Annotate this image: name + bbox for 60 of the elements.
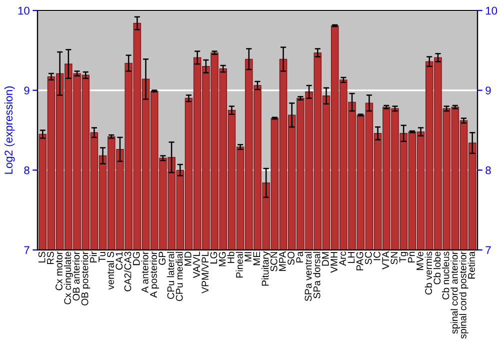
x-tick-label: SPa ventral xyxy=(304,252,312,302)
x-tick-label: CA1 xyxy=(116,252,123,270)
x-tick-label: Cb vermis xyxy=(424,252,432,295)
x-tick-label: DM xyxy=(322,252,329,266)
x-tick-label: LG xyxy=(210,252,218,264)
x-tick-label: A posterior xyxy=(150,251,159,298)
x-tick-label: CPu medial xyxy=(176,252,183,302)
x-tick-label: Pn xyxy=(408,252,415,262)
x-tick-label: MVe xyxy=(416,252,424,270)
x-tick-label: VTA xyxy=(382,251,389,270)
x-tick-label: SC xyxy=(364,252,372,264)
x-tick-label: Pituitary xyxy=(262,251,271,286)
y-tick-label: 10 xyxy=(18,6,30,15)
x-tick-label: Cb lobe xyxy=(433,252,441,284)
x-tick-label: A anterior xyxy=(141,251,148,293)
y2-tick-label: 7 xyxy=(486,246,491,254)
x-tick-label: OB posterior xyxy=(81,251,90,306)
x-tick-label: SN xyxy=(390,252,398,264)
x-tick-label: CA2/CA3 xyxy=(124,252,132,292)
x-tick-label: SO xyxy=(288,252,294,265)
x-tick-label: Tg xyxy=(399,252,408,262)
x-tick-label: SCN xyxy=(270,252,278,272)
x-tick-label: MPA xyxy=(279,251,286,271)
x-tick-label: RS xyxy=(46,252,54,264)
x-tick-label: Pir xyxy=(90,251,97,262)
x-tick-label: IC xyxy=(374,252,380,260)
x-tick-label: PAG xyxy=(356,252,364,270)
x-tick-label: DG xyxy=(132,252,140,266)
x-tick-label: Pineal xyxy=(236,252,243,278)
x-tick-label: GP xyxy=(158,252,166,265)
x-tick-label: LS xyxy=(38,252,46,262)
x-tick-label: MI xyxy=(244,252,252,262)
x-tick-label: Tu xyxy=(98,252,106,262)
y2-tick-label: 9 xyxy=(486,86,491,94)
x-tick-label: Retina xyxy=(468,251,475,279)
x-tick-label: SPa dorsal xyxy=(313,252,320,298)
x-tick-label: Arc xyxy=(339,252,346,266)
y-axis-title: Log2 (expression) xyxy=(4,86,15,174)
x-tick-label: MD xyxy=(184,252,192,266)
x-tick-label: VPM/VPL xyxy=(201,252,209,294)
x-tick-label: OB anterior xyxy=(72,251,80,301)
y-tick-label: 8 xyxy=(24,166,30,174)
x-tick-label: spinal cord posterior xyxy=(459,251,468,339)
y-tick-label: 7 xyxy=(24,246,30,254)
x-tick-label: MG xyxy=(218,252,226,266)
x-tick-label: Hb xyxy=(227,252,234,263)
x-tick-label: spinal cord anterior xyxy=(450,251,460,334)
y2-tick-label: 8 xyxy=(486,166,491,174)
x-tick-label: ME xyxy=(253,252,260,266)
y2-tick-label: 10 xyxy=(486,6,498,15)
x-tick-label: Cx motor xyxy=(56,251,62,290)
x-tick-label: ventral S xyxy=(106,252,114,290)
x-tick-label: VA/VL xyxy=(192,252,200,278)
x-tick-label: Cb nucleus xyxy=(442,252,450,300)
y-tick-label: 9 xyxy=(24,86,30,94)
x-tick-label: VMH xyxy=(330,252,338,273)
x-tick-label: LH xyxy=(348,252,355,263)
x-tick-label: CPu lateral xyxy=(167,252,174,299)
x-tick-label: Pa xyxy=(296,251,304,262)
x-tick-label: Cx cingulate xyxy=(64,252,73,304)
